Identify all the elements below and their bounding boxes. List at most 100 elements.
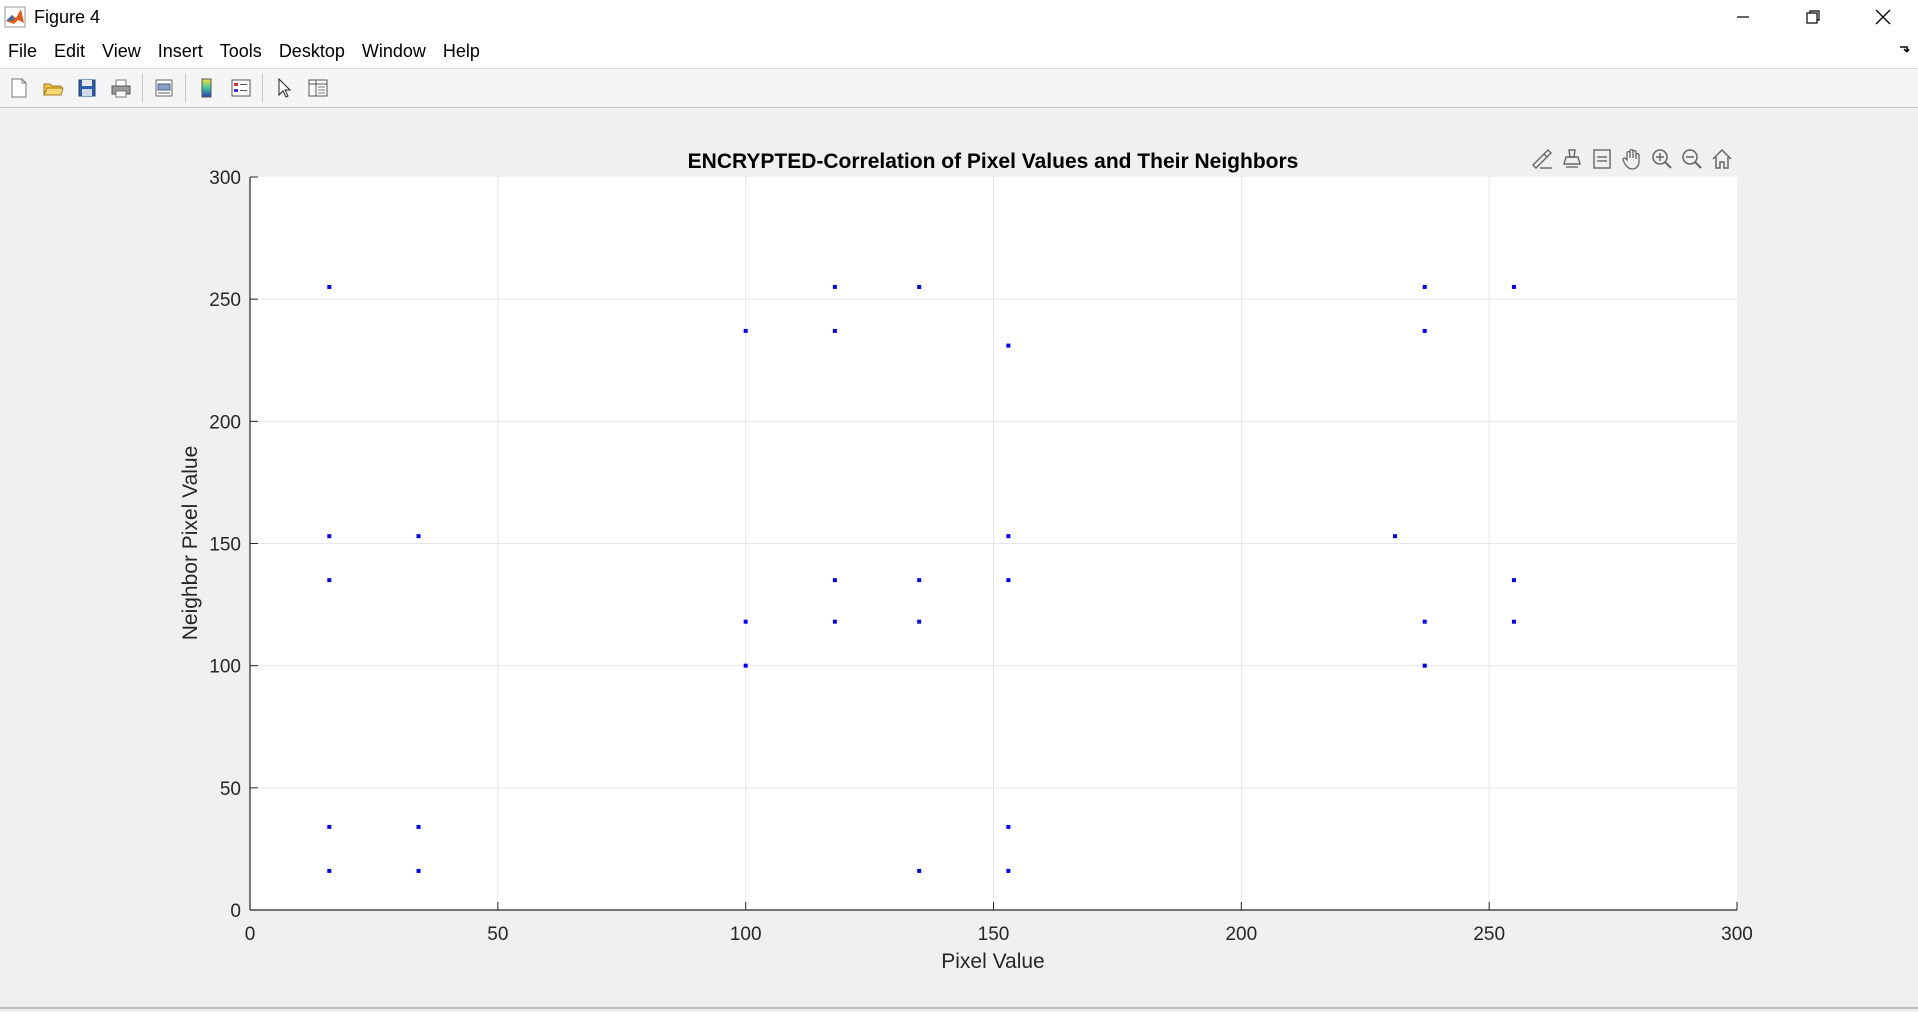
colorbar-icon [201,78,212,98]
menu-view[interactable]: View [102,40,141,61]
y-tick-label: 250 [209,290,241,311]
grid-lines [250,177,1737,910]
y-tick-label: 0 [230,901,241,922]
data-point [1006,343,1011,348]
zoom-out-button[interactable] [1677,144,1707,174]
figure-toolbar [0,68,1918,108]
print-button[interactable] [106,73,136,103]
close-button[interactable] [1848,0,1918,34]
x-tick-label: 0 [245,924,256,945]
x-tick-label: 150 [978,924,1010,945]
data-point [1422,663,1427,668]
menu-insert[interactable]: Insert [157,40,203,61]
save-button[interactable] [72,73,102,103]
data-point [416,534,421,539]
pan-icon [1622,148,1640,170]
pan-button[interactable] [1617,144,1647,174]
data-point [327,284,332,289]
y-tick-label: 300 [209,168,241,189]
insert-colorbar-button[interactable] [192,73,222,103]
menu-file[interactable]: File [8,40,38,61]
restore-view-button[interactable] [1587,144,1617,174]
data-point [327,868,332,873]
x-tick-label: 200 [1225,924,1257,945]
save-icon [78,79,96,97]
data-point [743,663,748,668]
x-tick-label: 50 [487,924,508,945]
zoom-out-icon [1682,149,1702,169]
toolbar-separator [185,74,186,102]
data-points [327,284,1516,873]
data-point [1511,619,1516,624]
menu-help[interactable]: Help [442,40,480,61]
menu-bar: File Edit View Insert Tools Desktop Wind… [0,34,1918,68]
open-file-icon [43,83,64,96]
x-tick-label: 100 [730,924,762,945]
y-axis-label: Neighbor Pixel Value [179,446,202,641]
toolbar-separator [142,74,143,102]
data-point [917,868,922,873]
axes-frame [249,176,1738,911]
menu-window[interactable]: Window [361,40,426,61]
minimize-button[interactable] [1708,0,1778,34]
dock-arrow-icon[interactable] [1898,44,1910,56]
x-axis-label: Pixel Value [941,950,1045,973]
window-title: Figure 4 [34,6,101,27]
print-preview-button[interactable] [149,73,179,103]
data-point [327,534,332,539]
data-tips-button[interactable] [1557,144,1587,174]
data-point [832,328,837,333]
edit-plot-button[interactable] [269,73,299,103]
data-point [1006,578,1011,583]
data-point [327,824,332,829]
data-point [743,619,748,624]
data-point [832,284,837,289]
data-point [917,284,922,289]
insert-legend-button[interactable] [226,73,256,103]
tick-labels: 0 50 100 150 200 250 300 0 50 100 150 200 250 300 [209,168,1753,945]
new-figure-icon [11,78,27,98]
scatter-plot[interactable]: 0 50 100 150 200 250 300 0 50 100 150 200 250 300 ENC… [0,109,1918,1007]
data-point [416,868,421,873]
y-tick-label: 100 [209,657,241,678]
data-point [1006,534,1011,539]
legend-icon [231,79,251,97]
toolbar-separator [262,74,263,102]
data-point [832,619,837,624]
data-point [327,578,332,583]
menu-desktop[interactable]: Desktop [278,40,345,61]
chart-title: ENCRYPTED-Correlation of Pixel Values an… [688,150,1299,173]
menu-edit[interactable]: Edit [54,40,86,61]
home-button[interactable] [1707,144,1737,174]
brush-icon [1532,149,1552,169]
property-inspector-button[interactable] [303,73,333,103]
data-point [1422,328,1427,333]
menu-tools[interactable]: Tools [219,40,262,61]
x-tick-label: 250 [1473,924,1505,945]
data-point [917,619,922,624]
print-icon [111,79,131,98]
restore-icon [1806,10,1820,24]
edit-plot-icon [278,77,292,98]
axes-toolbar [1527,144,1737,174]
close-icon [1875,9,1891,25]
data-point [743,328,748,333]
y-tick-label: 150 [209,535,241,556]
matlab-logo-icon [4,6,26,28]
data-point [1006,824,1011,829]
data-tips-icon [1563,149,1581,168]
figure-canvas: 0 50 100 150 200 250 300 0 50 100 150 200 250 300 ENC… [0,109,1918,1009]
title-bar: Figure 4 [0,0,1918,34]
zoom-in-button[interactable] [1647,144,1677,174]
open-file-button[interactable] [38,73,68,103]
data-point [917,578,922,583]
data-point [1511,284,1516,289]
new-figure-button[interactable] [4,73,34,103]
brush-button[interactable] [1527,144,1557,174]
x-tick-label: 300 [1721,924,1753,945]
restore-button[interactable] [1778,0,1848,34]
print-preview-icon [155,79,173,97]
property-inspector-icon [308,79,328,97]
y-tick-label: 200 [209,412,241,433]
home-icon [1712,148,1732,169]
